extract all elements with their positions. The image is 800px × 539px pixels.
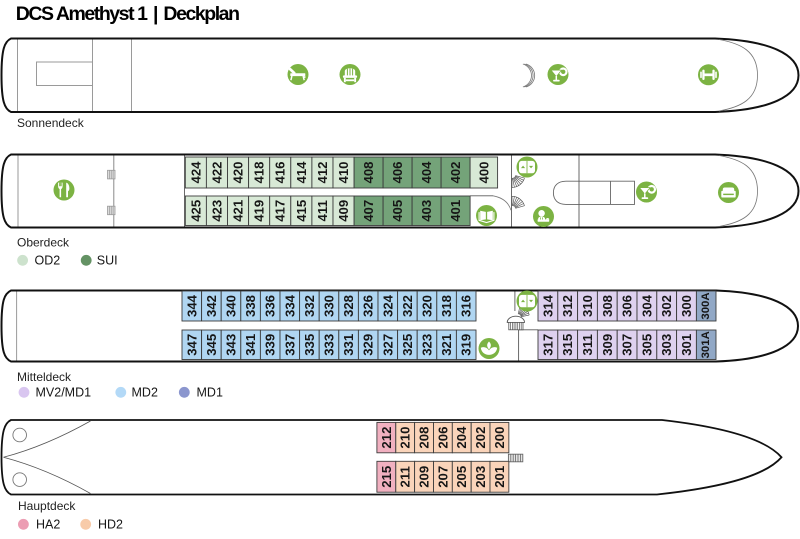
svg-text:204: 204	[454, 426, 469, 449]
svg-text:325: 325	[400, 334, 415, 356]
svg-text:401: 401	[448, 200, 463, 222]
svg-text:411: 411	[315, 200, 330, 221]
svg-text:303: 303	[659, 334, 674, 356]
svg-text:302: 302	[659, 295, 674, 317]
svg-text:211: 211	[398, 466, 413, 487]
svg-text:307: 307	[620, 334, 635, 356]
svg-text:HA2: HA2	[36, 518, 60, 532]
svg-text:424: 424	[188, 161, 203, 184]
svg-text:MV2/MD1: MV2/MD1	[36, 386, 92, 400]
svg-text:308: 308	[600, 295, 615, 317]
svg-text:403: 403	[419, 200, 434, 222]
svg-text:400: 400	[476, 161, 491, 183]
svg-text:408: 408	[361, 161, 376, 183]
svg-text:425: 425	[188, 200, 203, 222]
svg-text:331: 331	[341, 334, 356, 356]
svg-text:306: 306	[620, 295, 635, 317]
svg-text:324: 324	[380, 294, 395, 317]
svg-text:318: 318	[439, 295, 454, 317]
svg-text:406: 406	[390, 161, 405, 183]
svg-text:206: 206	[435, 427, 450, 449]
svg-text:332: 332	[302, 295, 317, 317]
svg-text:301A: 301A	[700, 331, 712, 358]
svg-text:209: 209	[417, 466, 432, 488]
svg-text:205: 205	[454, 466, 469, 488]
svg-text:301: 301	[679, 334, 694, 356]
svg-text:315: 315	[560, 334, 575, 356]
svg-text:416: 416	[273, 161, 288, 183]
svg-text:300: 300	[679, 295, 694, 317]
svg-text:327: 327	[380, 334, 395, 356]
svg-text:215: 215	[379, 466, 394, 488]
svg-text:340: 340	[224, 295, 239, 317]
svg-text:330: 330	[322, 295, 337, 317]
svg-text:SUI: SUI	[97, 254, 118, 268]
svg-text:DCS Amethyst 1 | Deckplan: DCS Amethyst 1 | Deckplan	[16, 3, 239, 25]
svg-text:409: 409	[336, 200, 351, 222]
svg-text:321: 321	[439, 334, 454, 356]
svg-text:410: 410	[336, 161, 351, 183]
svg-text:333: 333	[322, 334, 337, 356]
svg-text:Mitteldeck: Mitteldeck	[17, 370, 72, 384]
svg-text:310: 310	[580, 295, 595, 317]
svg-text:311: 311	[580, 334, 595, 355]
svg-text:322: 322	[400, 295, 415, 317]
svg-text:OD2: OD2	[35, 254, 61, 268]
svg-text:314: 314	[540, 294, 555, 317]
svg-text:203: 203	[473, 466, 488, 488]
svg-text:319: 319	[459, 334, 474, 356]
svg-text:419: 419	[252, 200, 267, 222]
svg-text:342: 342	[204, 295, 219, 317]
svg-text:200: 200	[492, 427, 507, 449]
svg-text:423: 423	[210, 200, 225, 222]
svg-text:312: 312	[560, 295, 575, 317]
svg-text:201: 201	[492, 466, 507, 488]
svg-text:345: 345	[204, 334, 219, 356]
svg-text:320: 320	[420, 295, 435, 317]
svg-text:212: 212	[379, 427, 394, 449]
svg-text:421: 421	[231, 200, 246, 222]
svg-text:404: 404	[419, 161, 434, 184]
svg-text:304: 304	[639, 294, 654, 317]
svg-text:MD1: MD1	[197, 386, 223, 400]
svg-text:405: 405	[390, 200, 405, 222]
svg-text:420: 420	[231, 161, 246, 183]
svg-text:347: 347	[184, 334, 199, 356]
svg-text:338: 338	[243, 295, 258, 317]
svg-text:335: 335	[302, 334, 317, 356]
svg-text:339: 339	[263, 334, 278, 356]
svg-text:328: 328	[341, 295, 356, 317]
svg-text:323: 323	[420, 334, 435, 356]
svg-text:422: 422	[210, 161, 225, 183]
svg-text:309: 309	[600, 334, 615, 356]
svg-text:343: 343	[224, 334, 239, 356]
svg-text:415: 415	[294, 200, 309, 222]
svg-text:329: 329	[361, 334, 376, 356]
svg-text:337: 337	[282, 334, 297, 356]
svg-text:326: 326	[361, 295, 376, 317]
svg-text:407: 407	[361, 200, 376, 222]
svg-text:334: 334	[282, 294, 297, 317]
svg-text:417: 417	[273, 200, 288, 222]
svg-text:341: 341	[243, 334, 258, 356]
svg-text:MD2: MD2	[132, 386, 158, 400]
svg-text:414: 414	[294, 161, 309, 184]
svg-text:305: 305	[639, 334, 654, 356]
svg-text:317: 317	[540, 334, 555, 356]
svg-text:Hauptdeck: Hauptdeck	[18, 499, 76, 513]
svg-text:344: 344	[184, 294, 199, 317]
svg-text:418: 418	[252, 161, 267, 183]
svg-text:316: 316	[459, 295, 474, 317]
svg-text:208: 208	[417, 427, 432, 449]
svg-text:202: 202	[473, 427, 488, 449]
svg-text:Sonnendeck: Sonnendeck	[17, 116, 85, 130]
svg-text:HD2: HD2	[98, 518, 123, 532]
svg-text:412: 412	[315, 161, 330, 183]
svg-text:300A: 300A	[700, 292, 712, 319]
svg-text:402: 402	[448, 161, 463, 183]
svg-text:Oberdeck: Oberdeck	[17, 236, 70, 250]
svg-text:207: 207	[435, 466, 450, 488]
svg-text:336: 336	[263, 295, 278, 317]
svg-text:210: 210	[398, 427, 413, 449]
